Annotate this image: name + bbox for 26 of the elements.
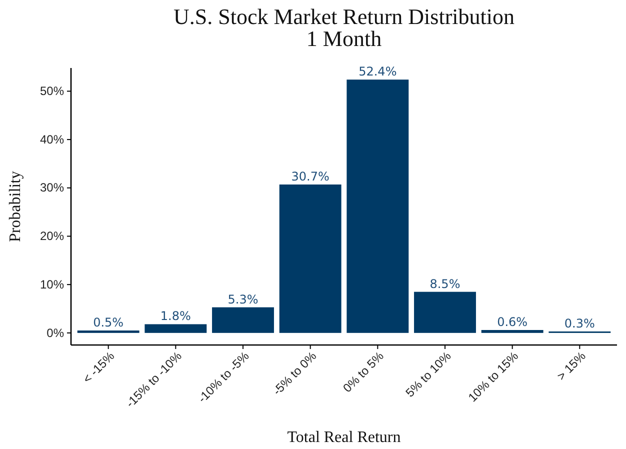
y-tick-label: 10% <box>40 277 64 292</box>
y-axis-title: Probability <box>7 170 24 242</box>
bar <box>77 330 140 333</box>
bar <box>414 292 476 333</box>
bar <box>212 307 274 333</box>
data-label: 0.5% <box>93 315 124 330</box>
x-tick-label: -5% to 0% <box>270 348 320 398</box>
data-label: 5.3% <box>228 292 258 306</box>
y-tick-label: 40% <box>40 132 64 146</box>
data-label: 1.8% <box>160 309 191 324</box>
y-tick-label: 0% <box>46 326 64 340</box>
data-label: 52.4% <box>358 64 397 79</box>
x-tick-label: 0% to 5% <box>340 348 387 396</box>
x-axis-title: Total Real Return <box>287 429 401 446</box>
bar <box>144 324 207 333</box>
bar <box>346 80 409 333</box>
data-label: 0.3% <box>564 316 595 330</box>
chart-title: U.S. Stock Market Return Distribution 1 Month <box>174 4 514 51</box>
data-label: 8.5% <box>430 276 460 291</box>
bar <box>481 330 544 333</box>
data-label: 0.6% <box>497 315 528 330</box>
data-label: 30.7% <box>291 170 330 184</box>
y-tick-label: 20% <box>40 229 64 244</box>
y-tick-label: 30% <box>40 180 64 195</box>
y-tick-label: 50% <box>40 84 64 98</box>
bar <box>279 184 342 333</box>
